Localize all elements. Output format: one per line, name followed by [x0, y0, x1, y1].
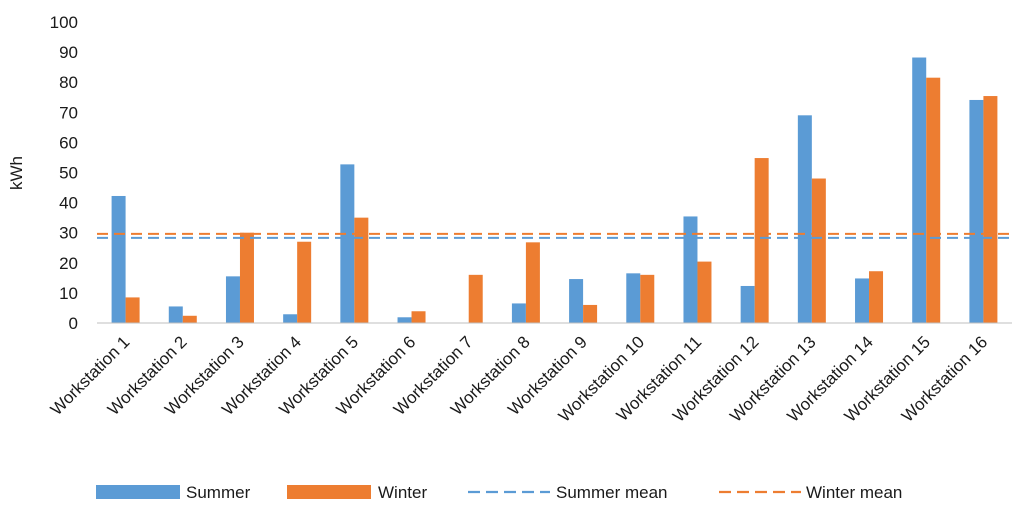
y-tick-label: 10: [59, 284, 78, 303]
y-axis-ticks: 0 10 20 30 40 50 60 70 80 90 100: [50, 13, 78, 333]
bar-winter-7: [468, 274, 483, 323]
bar-winter-1: [125, 297, 140, 323]
legend-summer-mean-label: Summer mean: [556, 483, 667, 502]
y-tick-label: 30: [59, 224, 78, 243]
bar-summer-2: [168, 306, 183, 323]
legend-winter-mean-label: Winter mean: [806, 483, 902, 502]
bar-series: [111, 57, 998, 324]
bar-winter-9: [583, 304, 598, 323]
bar-summer-16: [969, 99, 984, 323]
bar-summer-14: [855, 278, 870, 323]
bar-summer-12: [740, 285, 755, 323]
bar-winter-11: [697, 261, 712, 323]
y-tick-label: 0: [69, 314, 78, 333]
bar-summer-9: [569, 279, 584, 323]
legend-summer-swatch: [96, 485, 180, 499]
legend-summer-label: Summer: [186, 483, 251, 502]
bar-winter-14: [869, 271, 884, 323]
legend-winter-swatch: [287, 485, 371, 499]
y-tick-label: 40: [59, 194, 78, 213]
bar-winter-15: [926, 77, 941, 323]
bar-winter-13: [811, 178, 826, 323]
bar-winter-8: [525, 242, 540, 323]
chart-legend: Summer Winter Summer mean Winter mean: [96, 483, 902, 502]
y-tick-label: 90: [59, 43, 78, 62]
bar-winter-3: [239, 232, 254, 323]
bar-summer-6: [397, 317, 412, 323]
bar-winter-6: [411, 311, 426, 323]
bar-summer-1: [111, 195, 126, 323]
bar-summer-15: [912, 57, 927, 323]
bar-winter-2: [182, 315, 197, 323]
bar-winter-12: [754, 158, 769, 323]
bar-summer-3: [225, 276, 240, 323]
bar-summer-10: [626, 273, 641, 323]
bar-winter-5: [354, 217, 369, 323]
bar-winter-16: [983, 96, 998, 324]
bar-winter-10: [640, 274, 655, 323]
legend-winter-label: Winter: [378, 483, 427, 502]
y-tick-label: 60: [59, 133, 78, 152]
bar-summer-4: [283, 314, 298, 323]
bar-summer-8: [511, 303, 526, 323]
bar-summer-11: [683, 216, 698, 323]
y-tick-label: 80: [59, 73, 78, 92]
y-tick-label: 70: [59, 103, 78, 122]
bar-summer-13: [797, 115, 812, 323]
bar-winter-4: [297, 241, 312, 323]
y-tick-label: 50: [59, 164, 78, 183]
y-tick-label: 20: [59, 254, 78, 273]
y-tick-label: 100: [50, 13, 78, 32]
mean-lines: [97, 232, 1012, 239]
bar-summer-5: [340, 164, 355, 323]
y-axis-title: kWh: [7, 156, 26, 190]
